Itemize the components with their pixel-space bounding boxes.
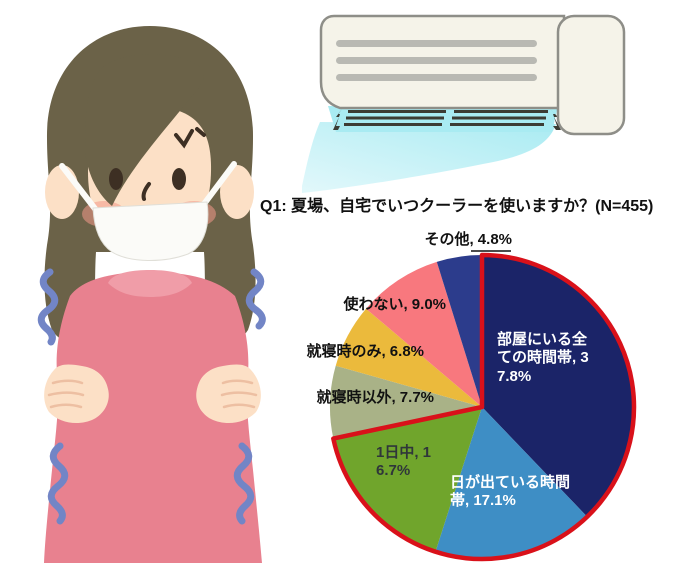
pie-slice: [330, 365, 482, 439]
pie-label-tsukawanai: 使わない, 9.0%: [343, 296, 446, 313]
shiver-line-lower-right: [233, 442, 255, 525]
hand-left-fingers: [51, 379, 84, 385]
shiver-line-lower-left: [47, 442, 69, 525]
pie-label-sonota: その他, 4.8%: [424, 231, 512, 248]
hand-right-fingers: [222, 403, 256, 409]
pie-slice: [335, 308, 482, 407]
mask-strap-left: [59, 163, 99, 213]
ac-side-panel: [556, 14, 626, 136]
hand-right-fingers: [221, 379, 254, 385]
shiver-line-upper-left: [37, 268, 59, 346]
highlight-outline: [331, 252, 637, 562]
woman-nose: [141, 182, 151, 201]
pie-slice: [333, 407, 482, 552]
pie-slice: [436, 255, 482, 407]
woman-eyebrow: [174, 129, 194, 149]
shivering-woman-illustration: [37, 26, 266, 563]
woman-eye-right: [172, 168, 186, 190]
ac-vent-slats: [333, 109, 561, 130]
shiver-line-upper-right: [245, 268, 266, 330]
pie-slice: [366, 261, 482, 407]
hand-right-fingers: [220, 391, 258, 397]
hand-left-fingers: [49, 403, 83, 409]
pie-slice: [482, 255, 634, 517]
ac-front-stripes: [336, 40, 537, 81]
air-conditioner-illustration: [302, 14, 626, 193]
pie-label-heyaniiru: 部屋にいる全ての時間帯, 37.8%: [497, 331, 589, 385]
pie-label-higadeteiru: 日が出ている時間帯, 17.1%: [450, 474, 571, 510]
hand-left-fingers: [47, 391, 85, 397]
woman-eye-left: [109, 168, 123, 190]
mask-strap-right: [201, 161, 237, 207]
cold-air-stream: [302, 122, 556, 193]
face-mask: [92, 201, 209, 261]
woman-eyebrow-dash: [195, 127, 206, 137]
pie-label-ichinichiju: 1日中, 16.7%: [376, 444, 432, 480]
woman-ear-right: [220, 165, 254, 219]
woman-sweater: [44, 272, 262, 563]
pie-label-shushinji-igai: 就寝時以外, 7.7%: [316, 389, 434, 406]
woman-fringe: [85, 54, 205, 206]
pie-label-shushinji-nomi: 就寝時のみ, 6.8%: [306, 343, 424, 360]
chart-title: Q1: 夏場、自宅でいつクーラーを使いますか？(N=455): [260, 198, 654, 215]
sweater-collar: [108, 270, 192, 297]
pie-slice: [435, 407, 588, 559]
